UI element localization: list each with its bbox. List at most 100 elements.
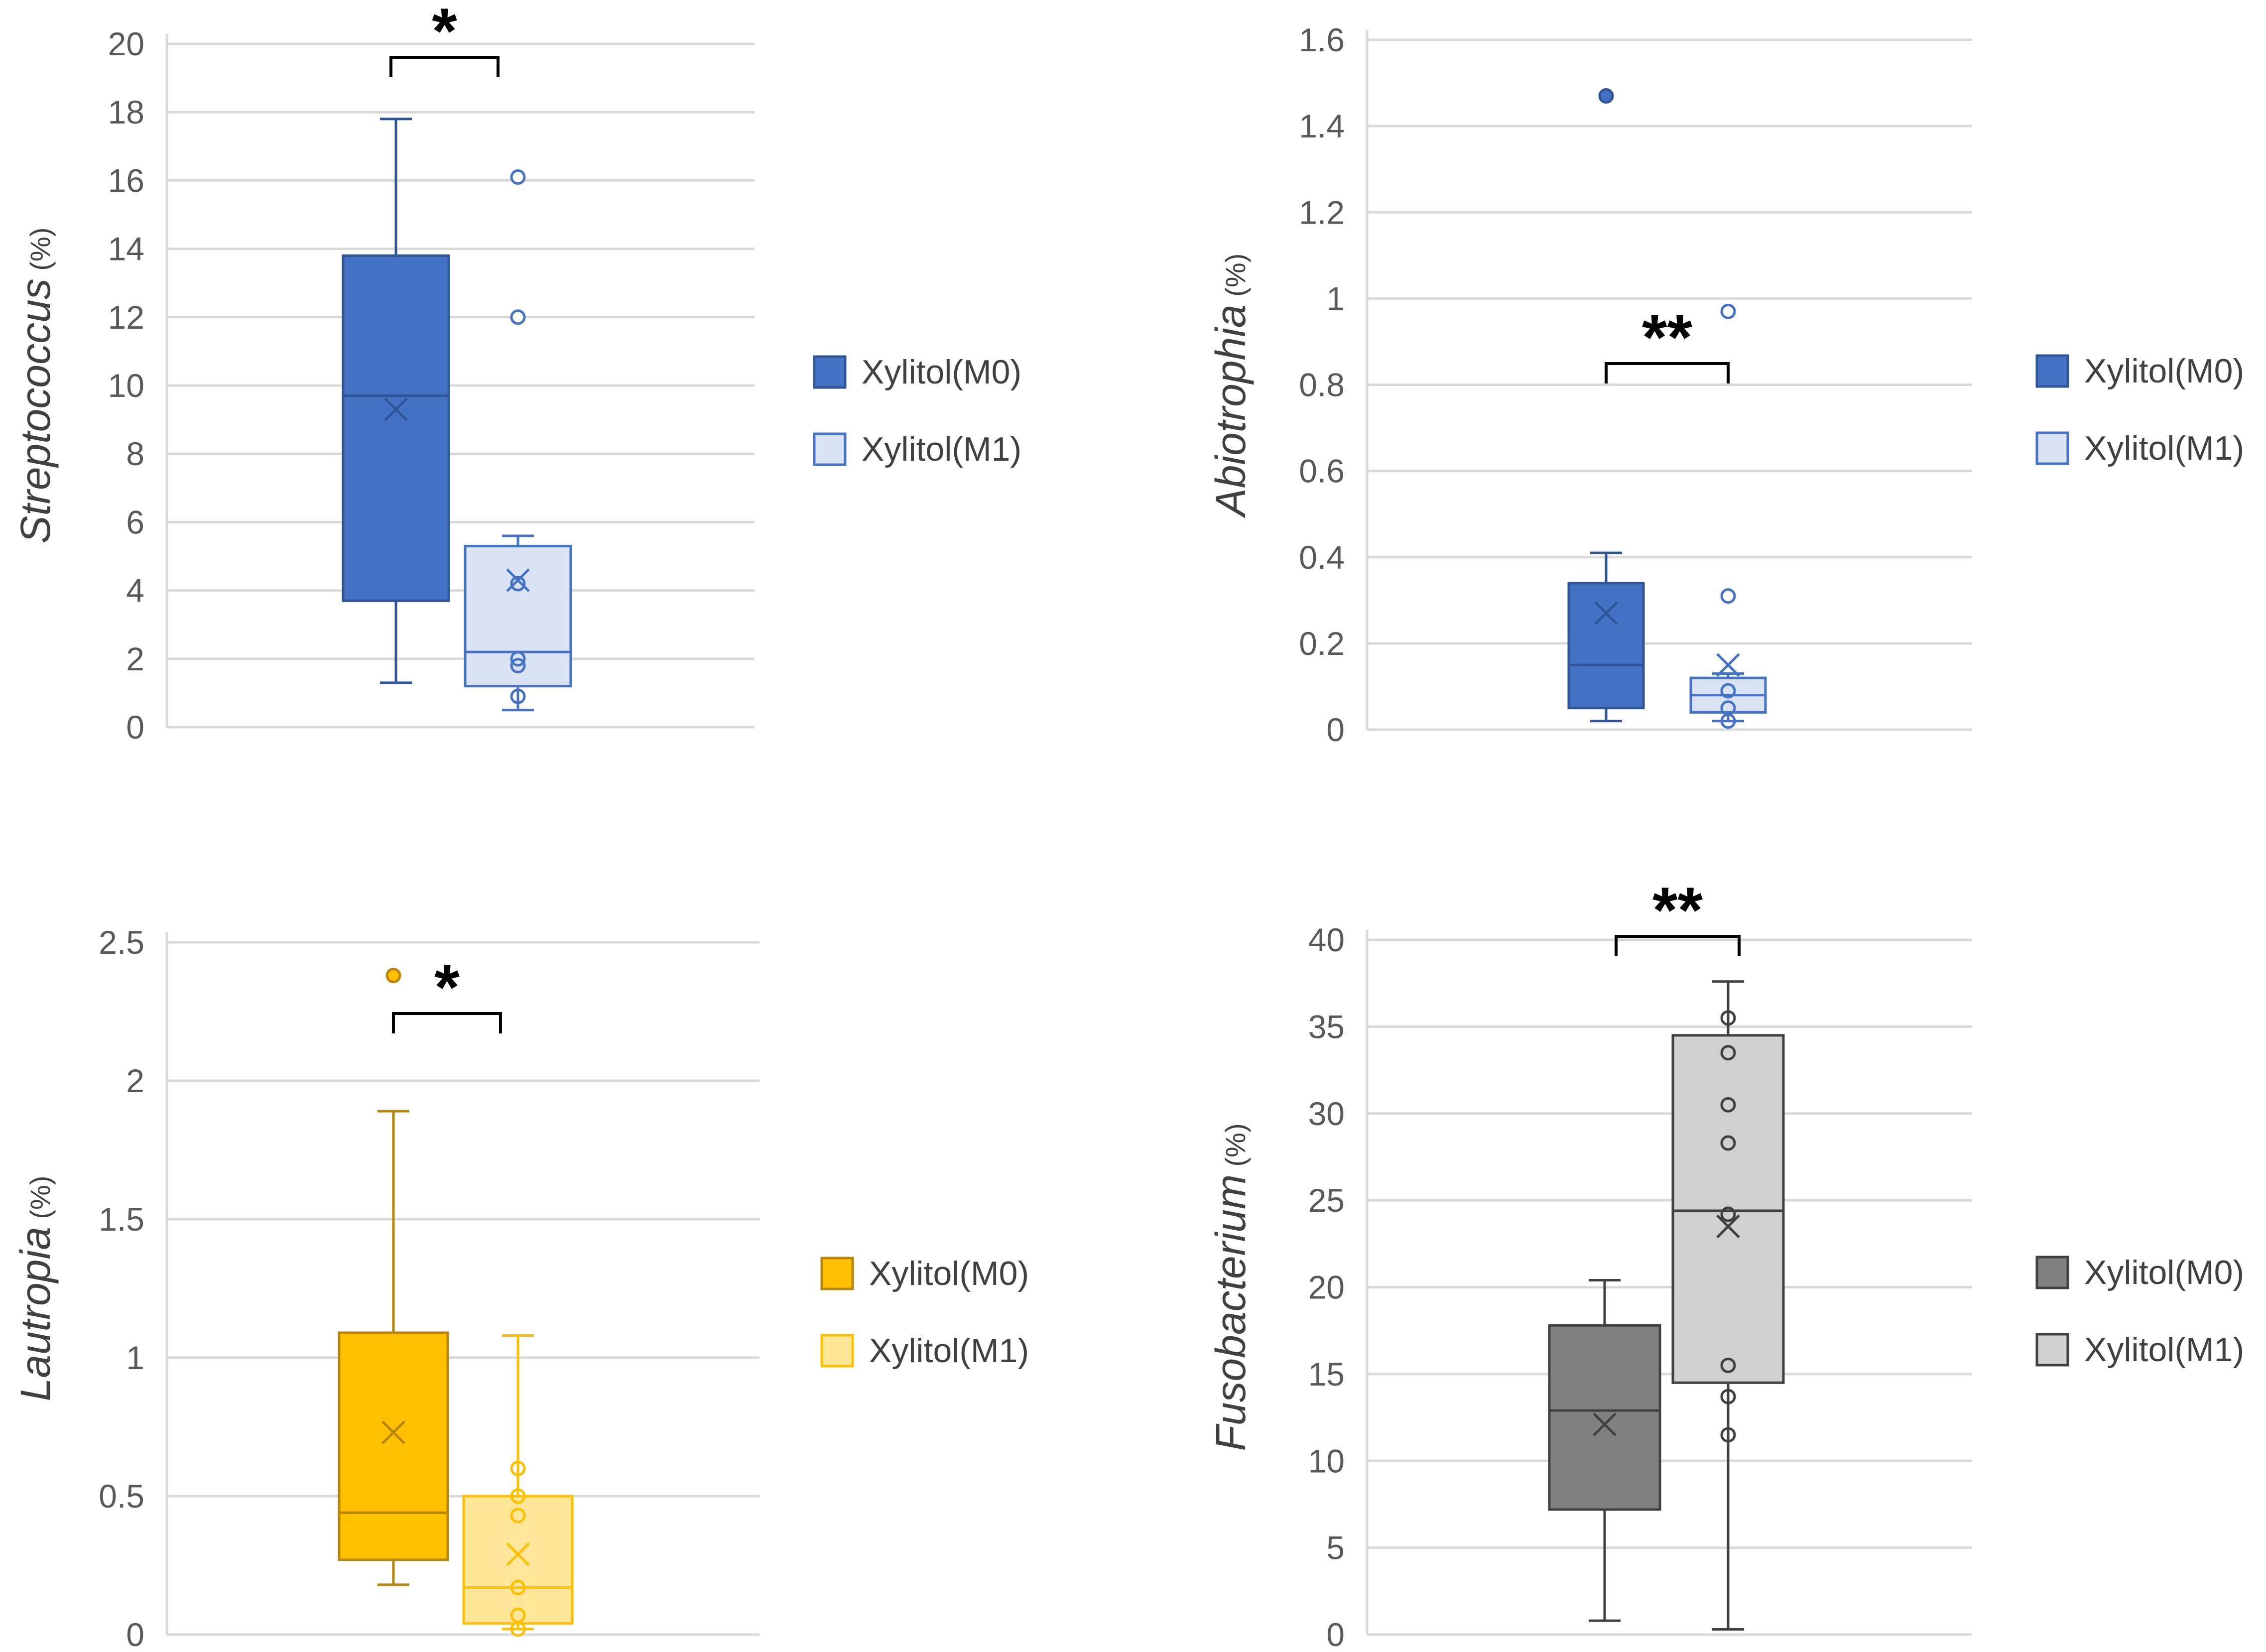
y-tick-label: 10	[1308, 1442, 1345, 1479]
chart-panel-1: 0 2 4 6 8 10 12 14 16 18 20 Streptococcus (%) * Xylit…	[12, 0, 1021, 746]
significance-bracket	[389, 56, 500, 77]
y-tick-label: 1.2	[1299, 194, 1345, 231]
data-point	[1720, 1135, 1736, 1151]
data-point	[1720, 1010, 1736, 1026]
y-tick-label: 20	[108, 25, 144, 62]
y-tick-label: 12	[108, 299, 144, 336]
legend-label: Xylitol(M0)	[2084, 1254, 2244, 1291]
legend-swatch	[2035, 354, 2069, 388]
data-point	[1720, 1357, 1736, 1373]
data-point	[510, 576, 526, 592]
y-tick-label: 1	[126, 1339, 144, 1376]
mean-marker	[1716, 653, 1740, 677]
y-tick-label: 25	[1308, 1182, 1345, 1219]
y-axis-title: Fusobacterium (%)	[1207, 1123, 1254, 1451]
box-iqr	[462, 1495, 574, 1625]
legend-swatch	[820, 1334, 854, 1368]
y-axis-title: Streptococcus (%)	[12, 228, 59, 544]
legend-label: Xylitol(M1)	[869, 1332, 1029, 1370]
box-m1	[462, 1334, 574, 1637]
y-tick-label: 40	[1308, 921, 1345, 958]
box-m0	[342, 118, 450, 684]
legend-label: Xylitol(M1)	[862, 430, 1021, 468]
y-tick-label: 0.8	[1299, 367, 1345, 403]
box-iqr	[1671, 1034, 1785, 1384]
legend-swatch	[2035, 1333, 2069, 1367]
y-tick-label: 2	[126, 640, 144, 677]
y-tick-label: 0.2	[1299, 625, 1345, 662]
legend-swatch	[813, 355, 847, 389]
y-tick-label: 2	[126, 1062, 144, 1099]
significance-bracket	[1605, 362, 1730, 383]
y-tick-label: 1.6	[1299, 21, 1345, 58]
y-axis-title: Abiotrophia (%)	[1207, 254, 1254, 519]
y-tick-label: 1	[1326, 280, 1345, 317]
significance-bracket	[1615, 935, 1741, 956]
y-tick-label: 18	[108, 94, 144, 130]
data-point	[1720, 1045, 1736, 1061]
y-axis-title-genus: Lautropia	[12, 1227, 59, 1401]
data-point	[510, 688, 526, 704]
box-iqr	[342, 254, 450, 602]
significance-label: **	[1652, 874, 1703, 946]
data-point	[510, 1488, 526, 1504]
y-axis-title-unit: (%)	[24, 1176, 56, 1227]
outlier-point	[510, 309, 526, 325]
outlier-point	[1720, 588, 1736, 604]
outlier-point	[385, 968, 401, 984]
mean-marker	[506, 1542, 530, 1566]
y-tick-label: 0	[1326, 711, 1345, 748]
significance-label: **	[1642, 301, 1693, 374]
y-axis-title-genus: Abiotrophia	[1207, 304, 1254, 518]
y-tick-label: 0	[1326, 1616, 1345, 1652]
data-point	[510, 1621, 526, 1637]
legend-swatch	[2035, 431, 2069, 465]
box-m0	[338, 968, 449, 1586]
box-m0	[1548, 1279, 1661, 1622]
box-m1	[1671, 980, 1785, 1631]
data-point	[510, 651, 526, 667]
y-axis-title-genus: Fusobacterium	[1207, 1174, 1254, 1451]
legend-label: Xylitol(M0)	[869, 1255, 1029, 1292]
y-tick-label: 4	[126, 572, 144, 609]
box-iqr	[464, 544, 572, 688]
y-tick-label: 0	[126, 709, 144, 746]
y-tick-label: 8	[126, 435, 144, 472]
data-point	[1720, 1097, 1736, 1113]
box-iqr	[338, 1331, 449, 1561]
chart-panel-4: 0 5 10 15 20 25 30 35 40 Fusobacterium (%) ** Xylit…	[1207, 874, 2244, 1652]
data-point	[510, 1460, 526, 1476]
significance-bracket	[392, 1012, 502, 1033]
y-axis-title-unit: (%)	[1220, 1123, 1251, 1174]
data-point	[510, 1579, 526, 1595]
data-point	[1720, 1206, 1736, 1222]
mean-marker	[1716, 1214, 1740, 1239]
outlier-point	[510, 169, 526, 185]
data-point	[1720, 1389, 1736, 1404]
box-iqr	[1548, 1324, 1661, 1511]
mean-marker	[384, 397, 408, 421]
y-axis-title-unit: (%)	[24, 228, 56, 279]
mean-marker	[506, 568, 530, 592]
legend-swatch	[2035, 1256, 2069, 1289]
y-tick-label: 0.6	[1299, 453, 1345, 490]
data-point	[510, 1508, 526, 1524]
legend-label: Xylitol(M0)	[862, 353, 1021, 391]
data-point	[1720, 683, 1736, 699]
legend-label: Xylitol(M1)	[2084, 1331, 2244, 1369]
significance-label: *	[432, 0, 457, 67]
y-axis-title-unit: (%)	[1220, 254, 1251, 305]
y-tick-label: 15	[1308, 1356, 1345, 1393]
y-tick-label: 16	[108, 162, 144, 199]
chart-panel-3: 0 0.5 1 1.5 2 2.5 Lautropia (%) * Xylitol(M0) Xyl…	[12, 924, 1029, 1652]
y-tick-label: 1.4	[1299, 108, 1345, 144]
data-point	[1720, 1427, 1736, 1443]
mean-marker	[1593, 1412, 1617, 1436]
mean-marker	[1594, 601, 1618, 626]
y-axis-title: Lautropia (%)	[12, 1176, 59, 1401]
y-tick-label: 10	[108, 367, 144, 404]
legend-label: Xylitol(M0)	[2084, 352, 2244, 390]
y-axis-title-genus: Streptococcus	[12, 278, 59, 543]
y-tick-label: 20	[1308, 1269, 1345, 1306]
